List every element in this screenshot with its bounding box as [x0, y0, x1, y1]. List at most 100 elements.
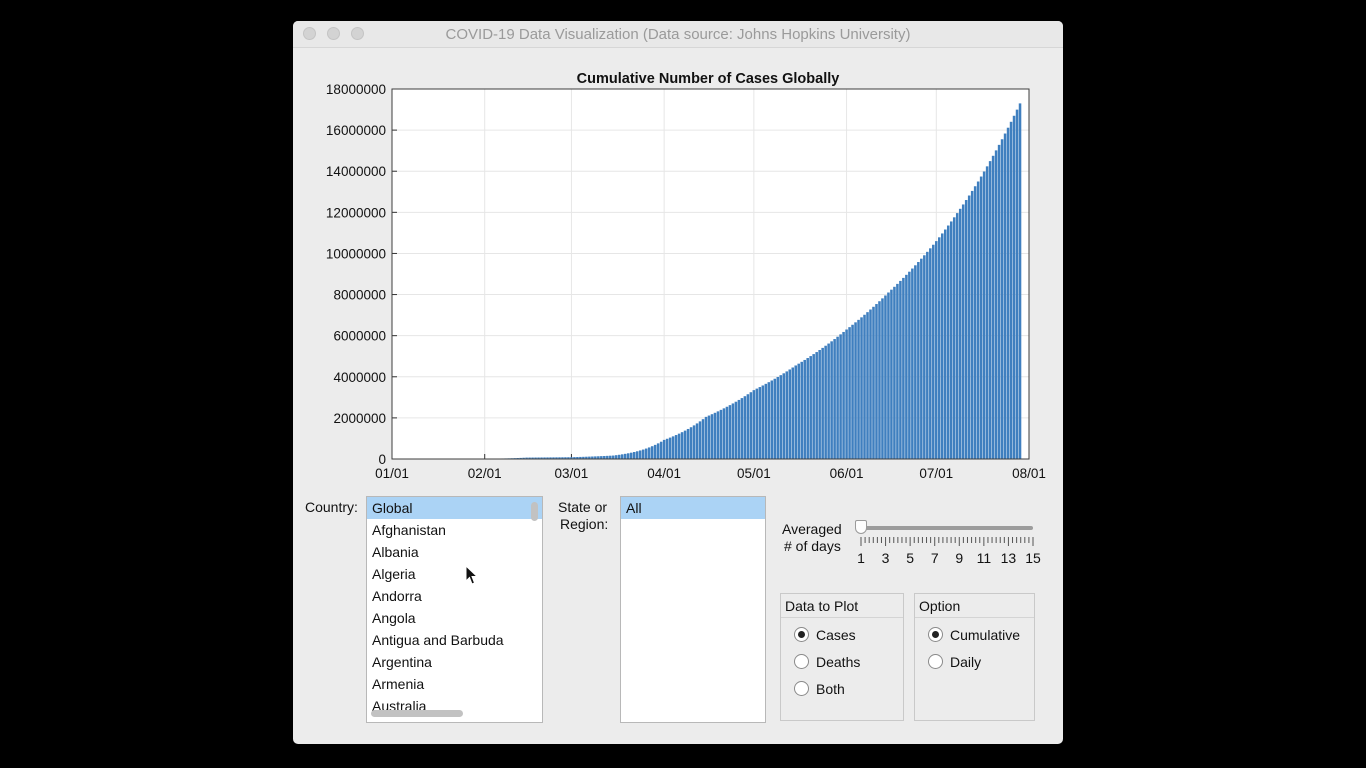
x-tick-label: 04/01 [647, 466, 681, 481]
radio-circle[interactable] [928, 654, 943, 669]
slider-tick-label: 13 [1001, 550, 1017, 566]
state-label-line2: Region: [560, 516, 609, 532]
bar [743, 396, 747, 459]
radio-label: Cases [816, 627, 856, 643]
x-tick-label: 01/01 [375, 466, 409, 481]
radio-circle[interactable] [794, 681, 809, 696]
bar [824, 345, 827, 459]
bar [881, 298, 884, 459]
bar [848, 327, 851, 459]
bar [665, 438, 669, 459]
bar [600, 456, 603, 459]
data-to-plot-radio-deaths[interactable]: Deaths [794, 652, 860, 672]
bar [618, 454, 621, 459]
bar [638, 450, 642, 459]
bar [758, 387, 762, 459]
slider-scale: 1 3 5 7 9 11 13 15 [857, 537, 1041, 566]
cases-chart: Cumulative Number of Cases Globally 01/0… [326, 71, 1046, 481]
bar [911, 268, 914, 459]
radio-selected-dot [932, 631, 939, 638]
bar [818, 349, 821, 459]
bar [686, 428, 690, 459]
mouse-pointer-icon [465, 565, 479, 585]
title-bar: COVID-19 Data Visualization (Data source… [293, 21, 1063, 48]
bar [555, 457, 558, 459]
country-list-item[interactable]: Albania [372, 544, 419, 560]
state-listbox[interactable]: All [620, 496, 766, 723]
bar [958, 208, 962, 459]
bar [716, 411, 720, 459]
bar [612, 455, 615, 459]
minimize-icon[interactable] [327, 27, 340, 40]
data-to-plot-radio-both[interactable]: Both [794, 679, 845, 699]
bar [689, 427, 693, 459]
x-tick-label: 08/01 [1012, 466, 1046, 481]
x-tick-label: 02/01 [468, 466, 502, 481]
bar [531, 457, 534, 459]
vertical-scrollbar[interactable] [531, 502, 538, 521]
radio-selected-dot [798, 631, 805, 638]
bar [615, 455, 618, 459]
country-list-item[interactable]: Andorra [372, 588, 422, 604]
country-list-item[interactable]: Algeria [372, 566, 416, 582]
radio-circle[interactable] [794, 654, 809, 669]
slider-thumb[interactable] [855, 520, 867, 534]
country-list-item[interactable]: Argentina [372, 654, 432, 670]
bar [537, 457, 540, 459]
bar [567, 457, 570, 459]
radio-circle[interactable] [928, 627, 943, 642]
option-radio-cumulative[interactable]: Cumulative [928, 625, 1020, 645]
horizontal-scrollbar[interactable] [371, 710, 463, 717]
close-icon[interactable] [303, 27, 316, 40]
bar [561, 457, 564, 459]
bar [914, 265, 917, 459]
bar [576, 457, 579, 459]
option-radio-daily[interactable]: Daily [928, 652, 981, 672]
bar [830, 341, 833, 459]
option-title: Option [915, 594, 1034, 618]
x-tick-label: 06/01 [830, 466, 864, 481]
country-list-item[interactable]: Armenia [372, 676, 425, 692]
bar [710, 414, 714, 459]
country-list-item[interactable]: Global [367, 497, 542, 519]
bar [887, 292, 890, 459]
country-list-item[interactable]: Angola [372, 610, 416, 626]
bar [621, 454, 624, 459]
bar [728, 405, 732, 459]
bar [659, 441, 663, 459]
country-list-item[interactable]: Antigua and Barbuda [372, 632, 504, 648]
bar [920, 258, 923, 459]
bar [997, 144, 1001, 459]
zoom-icon[interactable] [351, 27, 364, 40]
averaging-slider[interactable] [861, 526, 1033, 530]
bar [519, 457, 522, 459]
bar [941, 233, 944, 459]
bar [609, 455, 612, 459]
bar [893, 286, 896, 459]
bar [755, 388, 759, 459]
y-tick-label: 6000000 [333, 329, 386, 344]
bar [713, 412, 717, 459]
state-list-item[interactable]: All [621, 497, 765, 519]
bar [644, 448, 648, 459]
plot-area [392, 89, 1029, 459]
bar [704, 416, 708, 459]
bar [629, 452, 633, 459]
bar [692, 425, 696, 459]
data-to-plot-radio-cases[interactable]: Cases [794, 625, 856, 645]
x-tick-label: 03/01 [555, 466, 589, 481]
bar [1018, 103, 1022, 459]
bar [946, 225, 950, 459]
bar [764, 383, 768, 459]
country-label: Country: [305, 499, 358, 515]
bar [938, 237, 941, 459]
bar [926, 251, 929, 459]
bar [1000, 139, 1004, 459]
bar [955, 213, 959, 459]
radio-circle[interactable] [794, 627, 809, 642]
plot-frame [391, 88, 1030, 460]
country-list-item[interactable]: Afghanistan [372, 522, 446, 538]
country-listbox[interactable]: Global Afghanistan Albania Algeria Andorra An… [366, 496, 543, 723]
bar [606, 455, 609, 459]
bar [635, 451, 639, 459]
